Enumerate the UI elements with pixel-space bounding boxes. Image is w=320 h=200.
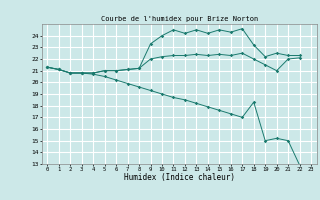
Title: Courbe de l'humidex pour Brize Norton: Courbe de l'humidex pour Brize Norton: [100, 16, 258, 22]
X-axis label: Humidex (Indice chaleur): Humidex (Indice chaleur): [124, 173, 235, 182]
